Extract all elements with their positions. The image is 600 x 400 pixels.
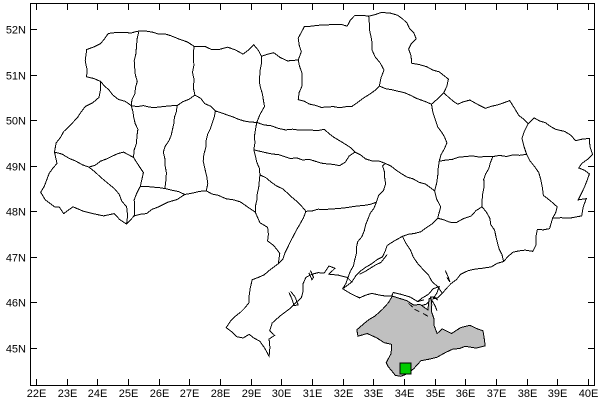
x-tick-label: 29E bbox=[242, 388, 262, 400]
y-tick-label: 49N bbox=[6, 162, 26, 174]
oblast-border-line bbox=[133, 157, 144, 187]
oblast-border-line bbox=[342, 202, 377, 290]
x-tick-label: 28E bbox=[211, 388, 231, 400]
x-tick-label: 27E bbox=[180, 388, 200, 400]
sivash-detail bbox=[408, 296, 439, 317]
oblast-border-line bbox=[431, 104, 448, 191]
oblast-border-line bbox=[437, 206, 483, 224]
oblast-border-line bbox=[130, 31, 140, 106]
x-tick-label: 31E bbox=[303, 388, 323, 400]
y-tick-label: 45N bbox=[6, 344, 26, 356]
x-tick-label: 40E bbox=[579, 388, 599, 400]
y-tick-label: 52N bbox=[6, 25, 26, 37]
x-tick-label: 33E bbox=[364, 388, 384, 400]
oblast-border-line bbox=[54, 151, 129, 225]
x-tick-label: 39E bbox=[548, 388, 568, 400]
oblast-border-line bbox=[130, 105, 139, 158]
y-tick-label: 50N bbox=[6, 116, 26, 128]
oblast-border-line bbox=[351, 245, 388, 283]
oblast-border-line bbox=[253, 122, 261, 213]
lagoon-line bbox=[422, 312, 429, 317]
lagoon-line bbox=[420, 301, 430, 307]
oblast-border-line bbox=[385, 163, 435, 192]
x-tick-label: 32E bbox=[334, 388, 354, 400]
lagoon-line bbox=[408, 303, 413, 308]
x-tick-label: 25E bbox=[119, 388, 139, 400]
axis-box: 22E 23E 24E 25E 26E 27E 28E 29E 30E 31E 32E 33E 34E 3… bbox=[6, 3, 599, 400]
oblast-border-line bbox=[202, 110, 216, 191]
map-layers bbox=[40, 12, 594, 377]
oblast-border-line bbox=[162, 105, 178, 189]
x-tick-label: 24E bbox=[88, 388, 108, 400]
oblast-border-line bbox=[133, 186, 141, 216]
oblast-border-line bbox=[191, 46, 196, 96]
location-marker bbox=[399, 362, 412, 375]
y-tick-label: 48N bbox=[6, 207, 26, 219]
lagoon-line bbox=[411, 297, 425, 303]
oblast-border-line bbox=[375, 163, 387, 203]
oblast-border-line bbox=[439, 153, 527, 162]
x-tick-label: 22E bbox=[27, 388, 47, 400]
lagoon-line bbox=[431, 299, 438, 311]
x-tick-label: 30E bbox=[272, 388, 292, 400]
oblast-border-line bbox=[88, 151, 134, 168]
estuary-line bbox=[288, 290, 299, 307]
estuary-line bbox=[308, 270, 315, 281]
oblast-border-line bbox=[526, 154, 558, 219]
y-tick-label: 46N bbox=[6, 298, 26, 310]
oblast-border-line bbox=[521, 123, 529, 155]
x-tick-label: 36E bbox=[456, 388, 476, 400]
oblast-border-line bbox=[100, 81, 196, 108]
oblast-border-line bbox=[297, 59, 303, 100]
water-features bbox=[288, 254, 451, 307]
oblast-border-line bbox=[401, 236, 443, 294]
estuary-line bbox=[444, 270, 451, 283]
x-tick-label: 23E bbox=[58, 388, 78, 400]
plot-border bbox=[30, 3, 595, 386]
x-tick-label: 26E bbox=[150, 388, 170, 400]
oblast-border-line bbox=[256, 56, 266, 123]
oblast-border-line bbox=[305, 201, 377, 212]
x-tick-label: 37E bbox=[487, 388, 507, 400]
oblast-border-line bbox=[253, 149, 356, 167]
oblast-borders bbox=[54, 16, 558, 294]
oblast-border-line bbox=[298, 85, 380, 109]
oblast-border-line bbox=[481, 156, 494, 219]
oblast-border-line bbox=[256, 121, 325, 132]
crimea-region bbox=[356, 295, 486, 377]
y-tick-label: 47N bbox=[6, 253, 26, 265]
estuary-line bbox=[359, 254, 388, 275]
oblast-border-line bbox=[489, 218, 505, 262]
country-outline bbox=[40, 12, 594, 358]
oblast-border-line bbox=[194, 94, 257, 123]
x-tick-label: 38E bbox=[518, 388, 538, 400]
x-tick-label: 35E bbox=[426, 388, 446, 400]
lagoon-line bbox=[414, 308, 420, 313]
oblast-border-line bbox=[368, 16, 385, 87]
x-tick-label: 34E bbox=[395, 388, 415, 400]
y-tick-label: 51N bbox=[6, 71, 26, 83]
oblast-border-line bbox=[323, 128, 386, 164]
oblast-border-line bbox=[434, 190, 442, 219]
lagoon-line bbox=[430, 296, 439, 301]
oblast-border-line bbox=[140, 185, 186, 195]
oblast-border-line bbox=[379, 85, 445, 105]
oblast-border-line bbox=[386, 217, 439, 246]
